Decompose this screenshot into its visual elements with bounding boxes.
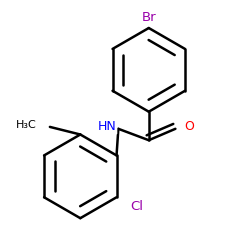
Text: Br: Br	[142, 11, 156, 24]
Text: Cl: Cl	[130, 200, 143, 213]
Text: H₃C: H₃C	[16, 120, 36, 130]
Text: O: O	[184, 120, 194, 134]
Text: HN: HN	[98, 120, 116, 134]
